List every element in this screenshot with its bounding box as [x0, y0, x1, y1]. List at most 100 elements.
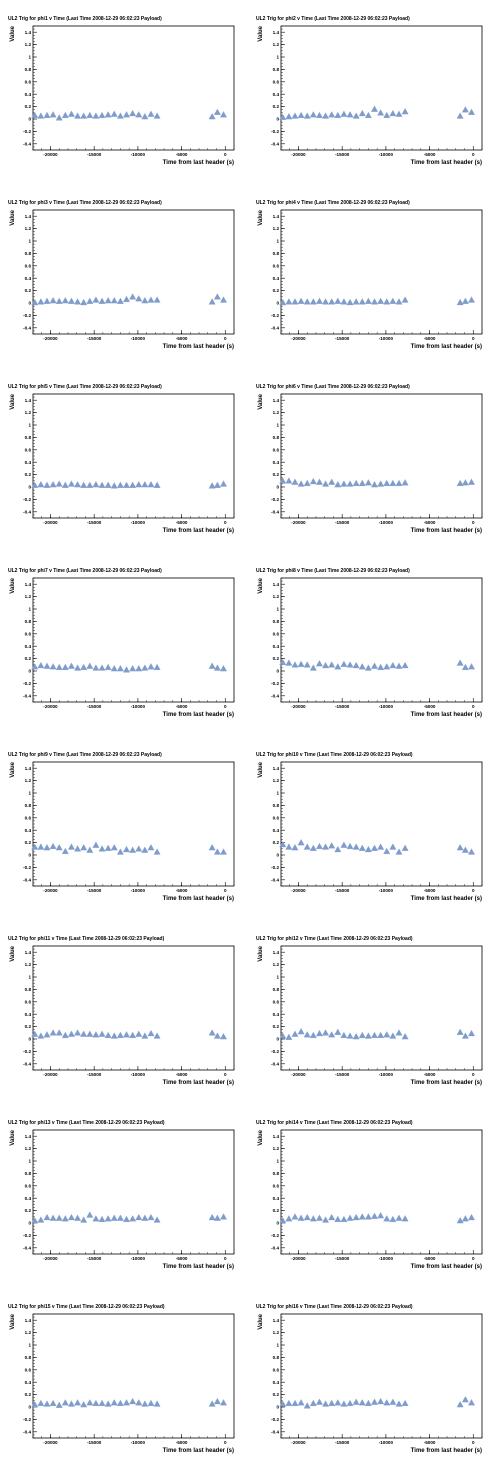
data-point: [315, 1398, 323, 1405]
data-point: [61, 111, 69, 118]
y-tick-label: -0.4: [23, 1245, 31, 1250]
y-tick-label: 0.4: [273, 644, 280, 649]
x-tick-label: 0: [472, 1072, 475, 1077]
y-tick-label: 0.2: [273, 1392, 280, 1397]
data-point: [147, 844, 155, 851]
y-tick-label: 1.4: [25, 1318, 32, 1323]
data-point: [129, 293, 137, 300]
chart-title: UL2 Trig for phi16 v Time (Last Time 200…: [256, 1304, 413, 1310]
data-point: [322, 843, 330, 850]
data-point: [389, 479, 397, 486]
y-tick-label: 0: [276, 117, 279, 122]
y-tick-label: 0: [276, 1405, 279, 1410]
y-tick-label: 1: [28, 607, 31, 612]
x-axis-label: Time from last header (s): [411, 344, 482, 350]
y-tick-label: 0.2: [273, 656, 280, 661]
data-point: [153, 481, 161, 488]
data-point: [389, 1398, 397, 1405]
x-tick-label: 0: [472, 1256, 475, 1261]
data-point: [147, 663, 155, 670]
data-point: [461, 663, 469, 670]
data-point: [340, 480, 348, 487]
y-tick-label: 0.8: [273, 251, 280, 256]
data-point: [456, 298, 464, 306]
data-point: [74, 298, 82, 305]
x-tick-label: -5000: [424, 336, 436, 341]
x-tick-label: -20000: [291, 888, 306, 893]
data-point: [43, 662, 51, 669]
data-point: [86, 1211, 94, 1218]
data-point: [285, 298, 293, 305]
data-point: [116, 1214, 124, 1221]
x-tick-label: -20000: [291, 336, 306, 341]
y-tick-label: 0.6: [273, 79, 280, 84]
data-point: [116, 112, 124, 119]
data-point: [74, 664, 82, 671]
y-tick-label: 1.4: [273, 950, 280, 955]
data-point: [123, 1215, 130, 1222]
data-point: [285, 843, 293, 850]
y-tick-label: 0.4: [273, 828, 280, 833]
x-tick-label: -20000: [291, 1072, 306, 1077]
data-point: [322, 1216, 330, 1223]
data-point: [98, 481, 106, 488]
data-point: [322, 480, 330, 487]
chart-title: UL2 Trig for phi14 v Time (Last Time 200…: [256, 1120, 413, 1126]
y-tick-label: 0.6: [273, 1367, 280, 1372]
data-point: [208, 113, 216, 120]
y-tick-label: -0.4: [23, 1061, 31, 1066]
data-point: [285, 113, 293, 120]
data-point: [468, 1399, 475, 1406]
data-point: [67, 843, 75, 850]
chart-title: UL2 Trig for phi12 v Time (Last Time 200…: [256, 936, 413, 942]
x-tick-label: -20000: [43, 336, 58, 341]
y-tick-label: 0.8: [273, 803, 280, 808]
y-tick-label: 0: [28, 117, 31, 122]
data-point: [291, 112, 299, 119]
data-point: [129, 1397, 137, 1405]
x-tick-label: -15000: [87, 1440, 102, 1445]
data-point: [389, 109, 397, 117]
data-point: [123, 295, 130, 302]
data-point: [456, 1217, 464, 1224]
y-tick-label: 0.4: [273, 1012, 280, 1017]
y-tick-label: 1.2: [25, 594, 32, 599]
data-point: [279, 658, 287, 666]
data-point: [153, 848, 161, 855]
y-tick-label: 0.2: [273, 104, 280, 109]
x-tick-label: -15000: [335, 520, 350, 525]
y-tick-label: 1.4: [25, 582, 32, 587]
data-point: [364, 1399, 372, 1406]
y-tick-label: 1.2: [25, 778, 32, 783]
data-point: [401, 1399, 409, 1406]
data-point: [220, 1213, 227, 1220]
data-point: [37, 843, 45, 850]
chart-panel: UL2 Trig for phi9 v Time (Last Time 2008…: [0, 736, 248, 920]
y-tick-label: 0.6: [25, 263, 32, 268]
chart-svg: UL2 Trig for phi1 v Time (Last Time 2008…: [8, 16, 235, 166]
y-tick-label: 1.2: [25, 962, 32, 967]
y-axis-label: Value: [10, 761, 16, 777]
data-point: [291, 1399, 299, 1406]
data-point: [279, 1400, 287, 1407]
plot-frame: [280, 945, 483, 1071]
data-point: [208, 1029, 216, 1036]
data-point: [456, 1401, 464, 1408]
data-point: [213, 293, 221, 300]
data-point: [55, 480, 63, 487]
data-point: [334, 1028, 342, 1035]
data-point: [116, 297, 124, 304]
data-point: [461, 846, 469, 853]
data-point: [279, 113, 287, 120]
chart-panel: UL2 Trig for phi3 v Time (Last Time 2008…: [0, 184, 248, 368]
data-point: [377, 843, 385, 850]
data-point: [309, 1215, 317, 1222]
plot-frame: [32, 577, 235, 703]
chart-svg: UL2 Trig for phi14 v Time (Last Time 200…: [256, 1120, 483, 1270]
x-tick-label: -10000: [131, 704, 146, 709]
data-point: [123, 481, 130, 488]
x-tick-label: 0: [472, 888, 475, 893]
data-point: [358, 109, 366, 117]
data-point: [395, 110, 403, 117]
